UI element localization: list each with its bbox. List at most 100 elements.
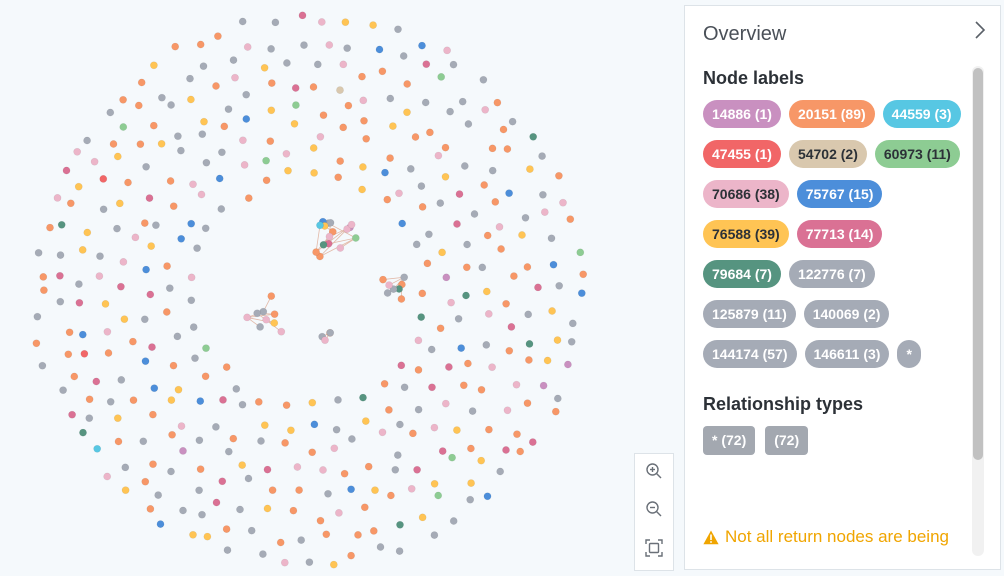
graph-node[interactable] bbox=[113, 224, 121, 233]
graph-node[interactable] bbox=[75, 298, 84, 307]
graph-node[interactable] bbox=[113, 414, 122, 423]
node-label-pill[interactable]: 44559 (3) bbox=[882, 100, 961, 128]
graph-node[interactable] bbox=[75, 280, 83, 288]
graph-node[interactable] bbox=[106, 397, 115, 406]
graph-node[interactable] bbox=[434, 151, 443, 160]
graph-node[interactable] bbox=[196, 40, 205, 49]
graph-node[interactable] bbox=[538, 152, 546, 160]
graph-node[interactable] bbox=[493, 98, 502, 107]
graph-node[interactable] bbox=[243, 313, 251, 322]
graph-node[interactable] bbox=[263, 504, 272, 513]
graph-node[interactable] bbox=[224, 447, 233, 456]
graph-node[interactable] bbox=[539, 190, 547, 199]
graph-node[interactable] bbox=[458, 97, 467, 106]
graph-node[interactable] bbox=[262, 176, 271, 185]
graph-node[interactable] bbox=[466, 444, 475, 453]
graph-node[interactable] bbox=[309, 83, 318, 91]
graph-node[interactable] bbox=[34, 248, 43, 257]
graph-node[interactable] bbox=[305, 558, 314, 567]
graph-node[interactable] bbox=[325, 232, 334, 241]
graph-node[interactable] bbox=[428, 383, 436, 392]
graph-node[interactable] bbox=[464, 120, 473, 128]
graph-node[interactable] bbox=[478, 263, 487, 272]
graph-node[interactable] bbox=[477, 456, 486, 465]
graph-node[interactable] bbox=[177, 422, 186, 430]
graph-node[interactable] bbox=[408, 429, 417, 438]
graph-node[interactable] bbox=[317, 18, 326, 26]
graph-node[interactable] bbox=[163, 262, 171, 270]
graph-node[interactable] bbox=[455, 190, 464, 198]
graph-node[interactable] bbox=[547, 234, 556, 243]
graph-node[interactable] bbox=[115, 199, 124, 208]
graph-node[interactable] bbox=[298, 11, 307, 20]
graph-node[interactable] bbox=[395, 420, 404, 429]
graph-node[interactable] bbox=[281, 438, 289, 447]
zoom-out-button[interactable] bbox=[639, 497, 669, 527]
graph-node[interactable] bbox=[503, 406, 512, 415]
graph-node[interactable] bbox=[376, 543, 385, 551]
graph-node[interactable] bbox=[499, 125, 508, 134]
graph-node[interactable] bbox=[148, 343, 156, 351]
node-label-pill[interactable]: 79684 (7) bbox=[703, 260, 781, 288]
graph-node[interactable] bbox=[195, 436, 204, 445]
node-label-pill[interactable]: 54702 (2) bbox=[788, 140, 867, 168]
node-label-pill[interactable]: 140069 (2) bbox=[803, 300, 890, 328]
graph-node[interactable] bbox=[289, 506, 298, 515]
graph-node[interactable] bbox=[74, 182, 83, 191]
collapse-panel-button[interactable] bbox=[970, 18, 990, 42]
graph-node[interactable] bbox=[293, 463, 302, 471]
graph-node[interactable] bbox=[452, 426, 461, 434]
graph-node[interactable] bbox=[477, 385, 486, 394]
graph-node[interactable] bbox=[282, 149, 291, 158]
graph-node[interactable] bbox=[418, 289, 427, 298]
graph-node[interactable] bbox=[467, 479, 475, 487]
graph-node[interactable] bbox=[198, 510, 206, 519]
graph-node[interactable] bbox=[267, 292, 276, 300]
graph-node[interactable] bbox=[369, 527, 378, 535]
node-label-pill[interactable]: 60973 (11) bbox=[874, 140, 960, 168]
graph-node[interactable] bbox=[79, 428, 87, 437]
graph-node[interactable] bbox=[462, 263, 471, 272]
graph-node[interactable] bbox=[438, 447, 447, 455]
graph-node[interactable] bbox=[540, 208, 549, 216]
graph-node[interactable] bbox=[142, 265, 150, 274]
graph-node[interactable] bbox=[482, 340, 491, 349]
graph-node[interactable] bbox=[101, 299, 110, 308]
graph-node[interactable] bbox=[57, 220, 66, 229]
graph-node[interactable] bbox=[523, 263, 532, 271]
graph-node[interactable] bbox=[203, 532, 212, 541]
graph-node[interactable] bbox=[124, 178, 132, 187]
graph-node[interactable] bbox=[521, 213, 530, 222]
graph-node[interactable] bbox=[73, 147, 82, 156]
graph-node[interactable] bbox=[386, 154, 394, 162]
graph-node[interactable] bbox=[173, 132, 182, 141]
graph-node[interactable] bbox=[447, 298, 455, 307]
graph-node[interactable] bbox=[430, 423, 439, 432]
graph-node[interactable] bbox=[391, 465, 400, 474]
graph-node[interactable] bbox=[313, 60, 322, 69]
graph-node[interactable] bbox=[360, 503, 369, 512]
graph-node[interactable] bbox=[470, 210, 479, 218]
graph-node[interactable] bbox=[169, 361, 178, 370]
graph-node[interactable] bbox=[238, 400, 247, 409]
graph-node[interactable] bbox=[400, 383, 409, 392]
graph-node[interactable] bbox=[78, 330, 87, 339]
graph-node[interactable] bbox=[179, 446, 187, 455]
graph-node[interactable] bbox=[399, 52, 408, 60]
graph-node[interactable] bbox=[136, 140, 145, 149]
graph-node[interactable] bbox=[174, 385, 183, 394]
graph-node[interactable] bbox=[336, 86, 344, 94]
graph-node[interactable] bbox=[240, 160, 249, 169]
graph-node[interactable] bbox=[263, 465, 272, 474]
graph-node[interactable] bbox=[421, 98, 430, 107]
graph-node[interactable] bbox=[539, 381, 548, 390]
node-label-pill[interactable]: 47455 (1) bbox=[703, 140, 781, 168]
graph-node[interactable] bbox=[284, 166, 292, 175]
graph-node[interactable] bbox=[414, 365, 423, 374]
graph-node[interactable] bbox=[33, 312, 42, 321]
graph-node[interactable] bbox=[187, 219, 196, 228]
graph-node[interactable] bbox=[484, 309, 493, 318]
graph-node[interactable] bbox=[137, 78, 146, 87]
graph-node[interactable] bbox=[151, 221, 160, 230]
node-label-pill[interactable]: 146611 (3) bbox=[804, 340, 890, 368]
